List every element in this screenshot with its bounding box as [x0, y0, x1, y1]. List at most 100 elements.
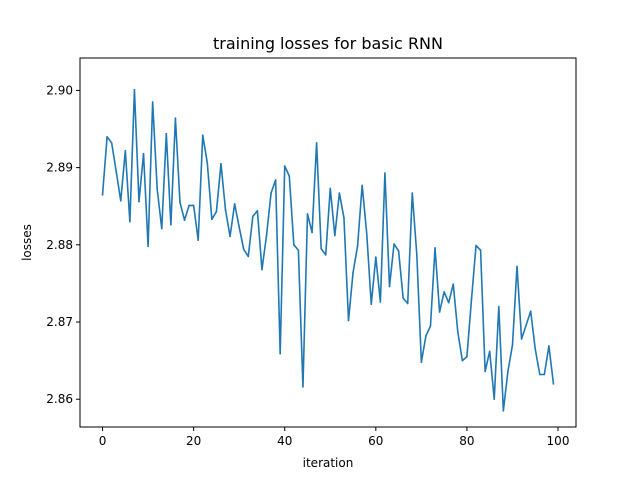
data-point [188, 204, 190, 207]
data-point [174, 117, 177, 120]
plot-area-background [80, 58, 576, 427]
data-point [347, 319, 350, 322]
data-point [265, 234, 268, 237]
data-point [129, 220, 131, 223]
data-point [516, 265, 518, 268]
data-point [293, 244, 295, 246]
data-point [238, 226, 240, 228]
data-point [101, 193, 104, 196]
data-point [493, 398, 496, 401]
data-point [507, 370, 509, 373]
data-point [488, 350, 491, 353]
data-point [302, 386, 304, 388]
data-point [110, 142, 113, 144]
data-point [297, 249, 300, 252]
data-point [393, 243, 395, 245]
series-line [101, 88, 555, 412]
data-point [115, 170, 118, 173]
x-tick-label: 40 [277, 434, 292, 448]
data-point [270, 192, 272, 194]
data-point [397, 250, 400, 252]
data-point [406, 302, 409, 305]
data-point [306, 213, 309, 215]
x-tick-label: 100 [547, 434, 570, 448]
x-tick-label: 60 [368, 434, 383, 448]
data-point [274, 179, 277, 181]
data-point [183, 219, 186, 221]
data-point [538, 373, 541, 376]
series-layer [101, 88, 555, 412]
data-point [498, 305, 500, 308]
data-point [434, 247, 436, 249]
data-point [470, 298, 473, 301]
data-point [215, 210, 218, 213]
data-point [520, 338, 523, 340]
x-tick-label: 0 [99, 434, 107, 448]
data-point [388, 285, 391, 288]
data-point [201, 134, 204, 136]
data-point [147, 245, 149, 248]
data-point [457, 331, 459, 333]
data-point [224, 209, 227, 211]
data-point [411, 192, 414, 194]
data-point [324, 254, 327, 256]
plot-frame [79, 57, 577, 428]
data-point [502, 409, 505, 412]
data-point [138, 200, 140, 203]
data-point [525, 324, 527, 326]
data-point [548, 345, 550, 347]
data-point [352, 271, 354, 274]
data-point [375, 256, 377, 258]
x-axis-ticks: 0 20 40 60 80 100 [99, 427, 570, 448]
data-point [475, 244, 477, 247]
y-axis-label: losses [20, 224, 34, 261]
data-point [529, 310, 532, 313]
data-point [420, 361, 423, 363]
data-point [484, 370, 486, 373]
data-point [370, 303, 373, 306]
data-point [229, 235, 231, 238]
x-axis-label: iteration [303, 456, 354, 470]
data-point [179, 201, 181, 204]
data-point [252, 215, 254, 218]
data-point [206, 162, 209, 164]
data-point [552, 382, 555, 385]
data-point [211, 218, 213, 221]
data-point [170, 223, 172, 226]
data-point [438, 311, 441, 313]
data-point [119, 200, 122, 202]
data-point [443, 291, 445, 293]
data-point [315, 142, 318, 144]
data-point [283, 165, 286, 167]
y-tick-label: 2.89 [46, 161, 73, 175]
data-point [429, 325, 432, 327]
y-tick-label: 2.88 [46, 238, 73, 252]
data-point [543, 373, 546, 376]
data-point [329, 187, 332, 190]
y-axis-ticks: 2.86 2.87 2.88 2.89 2.90 [46, 83, 80, 406]
x-tick-label: 80 [459, 434, 474, 448]
data-point [192, 204, 195, 207]
data-point [279, 352, 281, 355]
data-point [402, 297, 404, 299]
data-point [534, 348, 537, 350]
data-point [197, 239, 199, 241]
x-tick-label: 20 [186, 434, 201, 448]
data-point [384, 172, 386, 174]
data-point [151, 101, 154, 103]
data-point [461, 359, 464, 362]
data-point [156, 188, 158, 191]
data-point [425, 335, 427, 337]
data-point [106, 135, 108, 138]
data-point [447, 301, 450, 304]
y-tick-label: 2.87 [46, 315, 73, 329]
data-point [124, 149, 127, 152]
data-point [365, 232, 368, 235]
data-point [334, 234, 336, 237]
data-point [479, 249, 482, 252]
data-point [142, 152, 145, 155]
data-point [261, 268, 263, 271]
data-point [416, 254, 418, 256]
